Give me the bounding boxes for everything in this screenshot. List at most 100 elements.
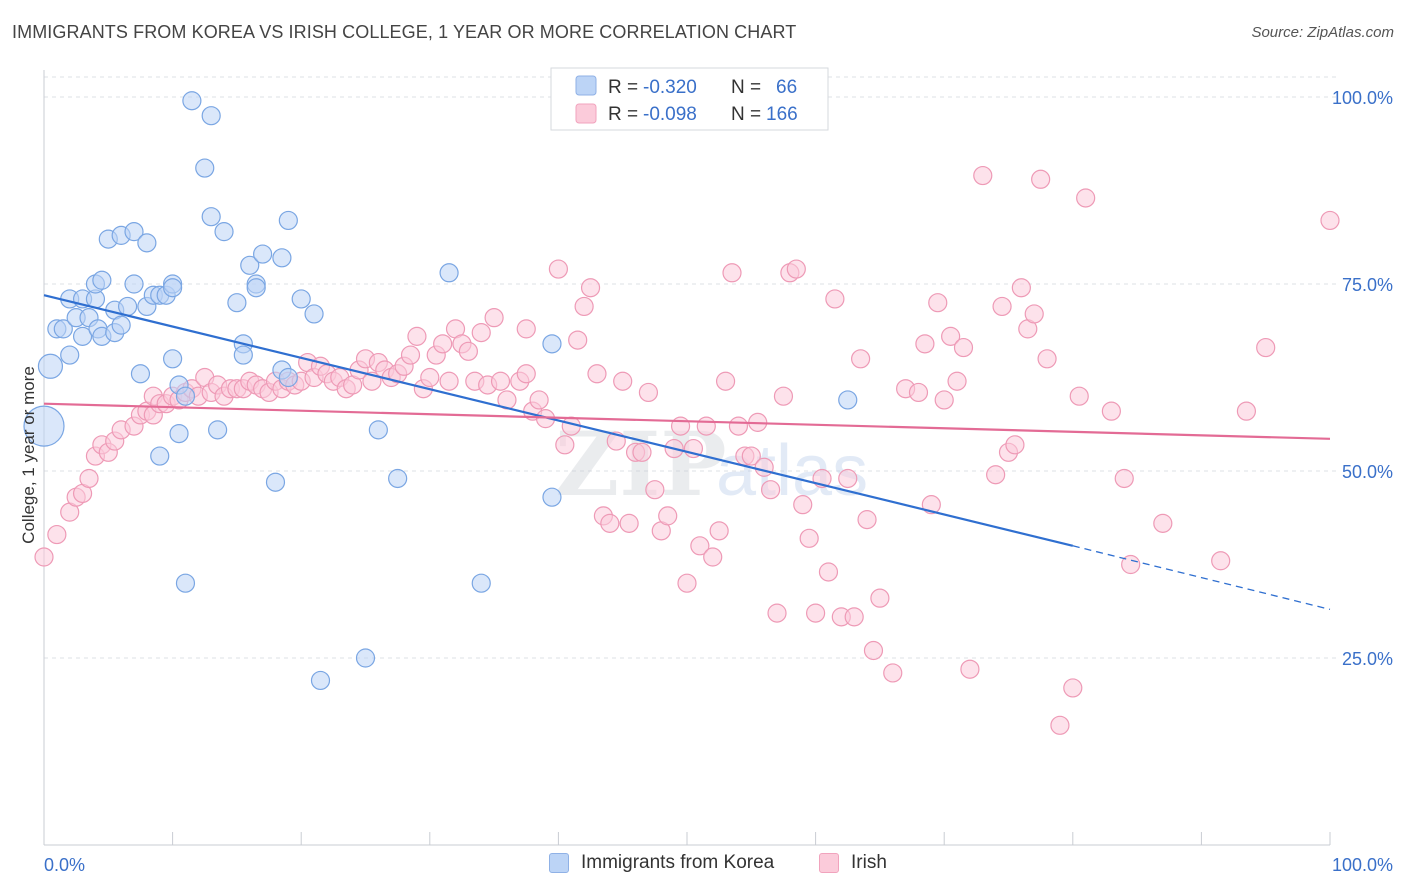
legend-r-label-irish: R = (608, 104, 638, 125)
irish-point-112 (773, 386, 794, 406)
irish-point-66 (471, 323, 491, 343)
korea-point-32 (163, 349, 183, 369)
irish-point-116 (799, 528, 819, 548)
irish-point-148 (1037, 349, 1057, 369)
irish-point-137 (953, 337, 974, 358)
y-tick-label-3: 25.0% (1342, 649, 1393, 669)
x-tick-labels: 0.0% 100.0% (44, 855, 1393, 875)
irish-point-61 (439, 371, 459, 391)
korea-point-20 (117, 296, 138, 317)
gridlines (44, 76, 1336, 659)
x-axis-ticks (43, 832, 1331, 845)
source-credit: Source: ZipAtlas.com (1251, 24, 1394, 41)
korea-point-39 (201, 106, 221, 126)
legend-r-label-korea: R = (608, 77, 638, 98)
irish-point-82 (580, 278, 601, 298)
irish-point-131 (915, 334, 935, 354)
irish-point-155 (1121, 554, 1141, 575)
trend-line-korea (43, 294, 1074, 547)
irish-point-92 (645, 480, 665, 500)
irish-point-126 (863, 640, 884, 661)
y-tick-label-2: 50.0% (1342, 462, 1393, 482)
legend-swatch-irish (575, 103, 597, 124)
series-name-irish: Irish (851, 852, 887, 873)
series-legend: Immigrants from Korea Irish (0, 852, 1406, 878)
korea-point-65 (838, 390, 858, 410)
korea-point-63 (542, 487, 562, 507)
irish-point-127 (870, 588, 890, 608)
irish-point-117 (805, 603, 826, 623)
irish-point-0 (34, 547, 54, 567)
korea-point-58 (355, 648, 376, 668)
korea-point-28 (150, 446, 170, 466)
irish-point-78 (555, 435, 575, 455)
irish-point-115 (793, 495, 813, 515)
korea-point-8 (72, 326, 93, 346)
irish-point-90 (632, 442, 652, 462)
irish-point-102 (709, 521, 729, 541)
korea-point-33 (169, 424, 189, 444)
irish-point-104 (722, 263, 742, 283)
irish-point-150 (1063, 678, 1083, 698)
irish-point-103 (715, 371, 736, 391)
irish-point-77 (548, 259, 569, 279)
irish-point-139 (973, 165, 993, 186)
y-tick-label-1: 75.0% (1342, 275, 1393, 295)
korea-point-52 (272, 248, 292, 268)
korea-point-59 (368, 420, 388, 440)
korea-point-43 (227, 293, 247, 313)
irish-point-149 (1050, 715, 1070, 735)
korea-point-42 (214, 222, 234, 242)
irish-point-64 (458, 341, 478, 361)
korea-point-48 (246, 278, 266, 298)
correlation-legend: R = -0.320 N = 66 R = -0.098 N = 166 (550, 67, 829, 131)
series-legend-item-irish: Irish (819, 852, 887, 874)
korea-point-49 (253, 244, 273, 264)
irish-point-141 (992, 296, 1012, 317)
legend-n-value-korea: 66 (776, 77, 797, 98)
legend-r-value-irish: -0.098 (643, 104, 697, 125)
series-swatch-irish (819, 853, 839, 873)
y-tick-labels: 100.0% 75.0% 50.0% 25.0% (1332, 88, 1393, 669)
irish-point-119 (818, 562, 839, 582)
x-tick-label-1: 100.0% (1332, 855, 1393, 875)
korea-point-0 (23, 405, 65, 447)
irish-point-87 (613, 371, 633, 391)
irish-point-94 (658, 506, 678, 526)
korea-point-1 (37, 353, 64, 379)
trend-line-korea-extension (1072, 545, 1331, 611)
irish-point-134 (934, 390, 954, 410)
x-tick-label-0: 0.0% (44, 855, 85, 875)
korea-point-60 (388, 468, 408, 489)
irish-point-147 (1031, 169, 1051, 189)
irish-point-130 (908, 382, 929, 403)
korea-point-64 (542, 334, 562, 354)
korea-point-62 (471, 573, 491, 593)
korea-points (23, 91, 858, 691)
irish-point-120 (825, 289, 845, 309)
y-axis-label: College, 1 year or more (19, 366, 38, 544)
irish-point-55 (400, 345, 421, 365)
irish-point-140 (986, 465, 1006, 485)
irish-point-160 (1320, 210, 1340, 231)
korea-point-19 (111, 315, 131, 335)
korea-point-46 (240, 255, 260, 275)
chart-title: IMMIGRANTS FROM KOREA VS IRISH COLLEGE, … (12, 22, 797, 42)
irish-point-135 (941, 326, 961, 346)
irish-point-157 (1211, 551, 1231, 571)
legend-r-value-korea: -0.320 (643, 77, 697, 98)
irish-point-111 (767, 603, 787, 623)
irish-point-56 (407, 326, 427, 346)
irish-point-5 (79, 468, 99, 489)
irish-point-154 (1114, 468, 1134, 489)
legend-n-label-irish: N = (731, 104, 761, 125)
korea-point-23 (130, 364, 151, 384)
irish-point-60 (433, 334, 453, 354)
korea-point-57 (310, 670, 331, 691)
irish-point-128 (883, 663, 903, 683)
korea-point-40 (201, 207, 221, 227)
trend-lines (43, 294, 1331, 611)
irish-point-138 (960, 659, 980, 679)
irish-point-159 (1256, 337, 1276, 358)
irish-point-73 (516, 319, 536, 339)
